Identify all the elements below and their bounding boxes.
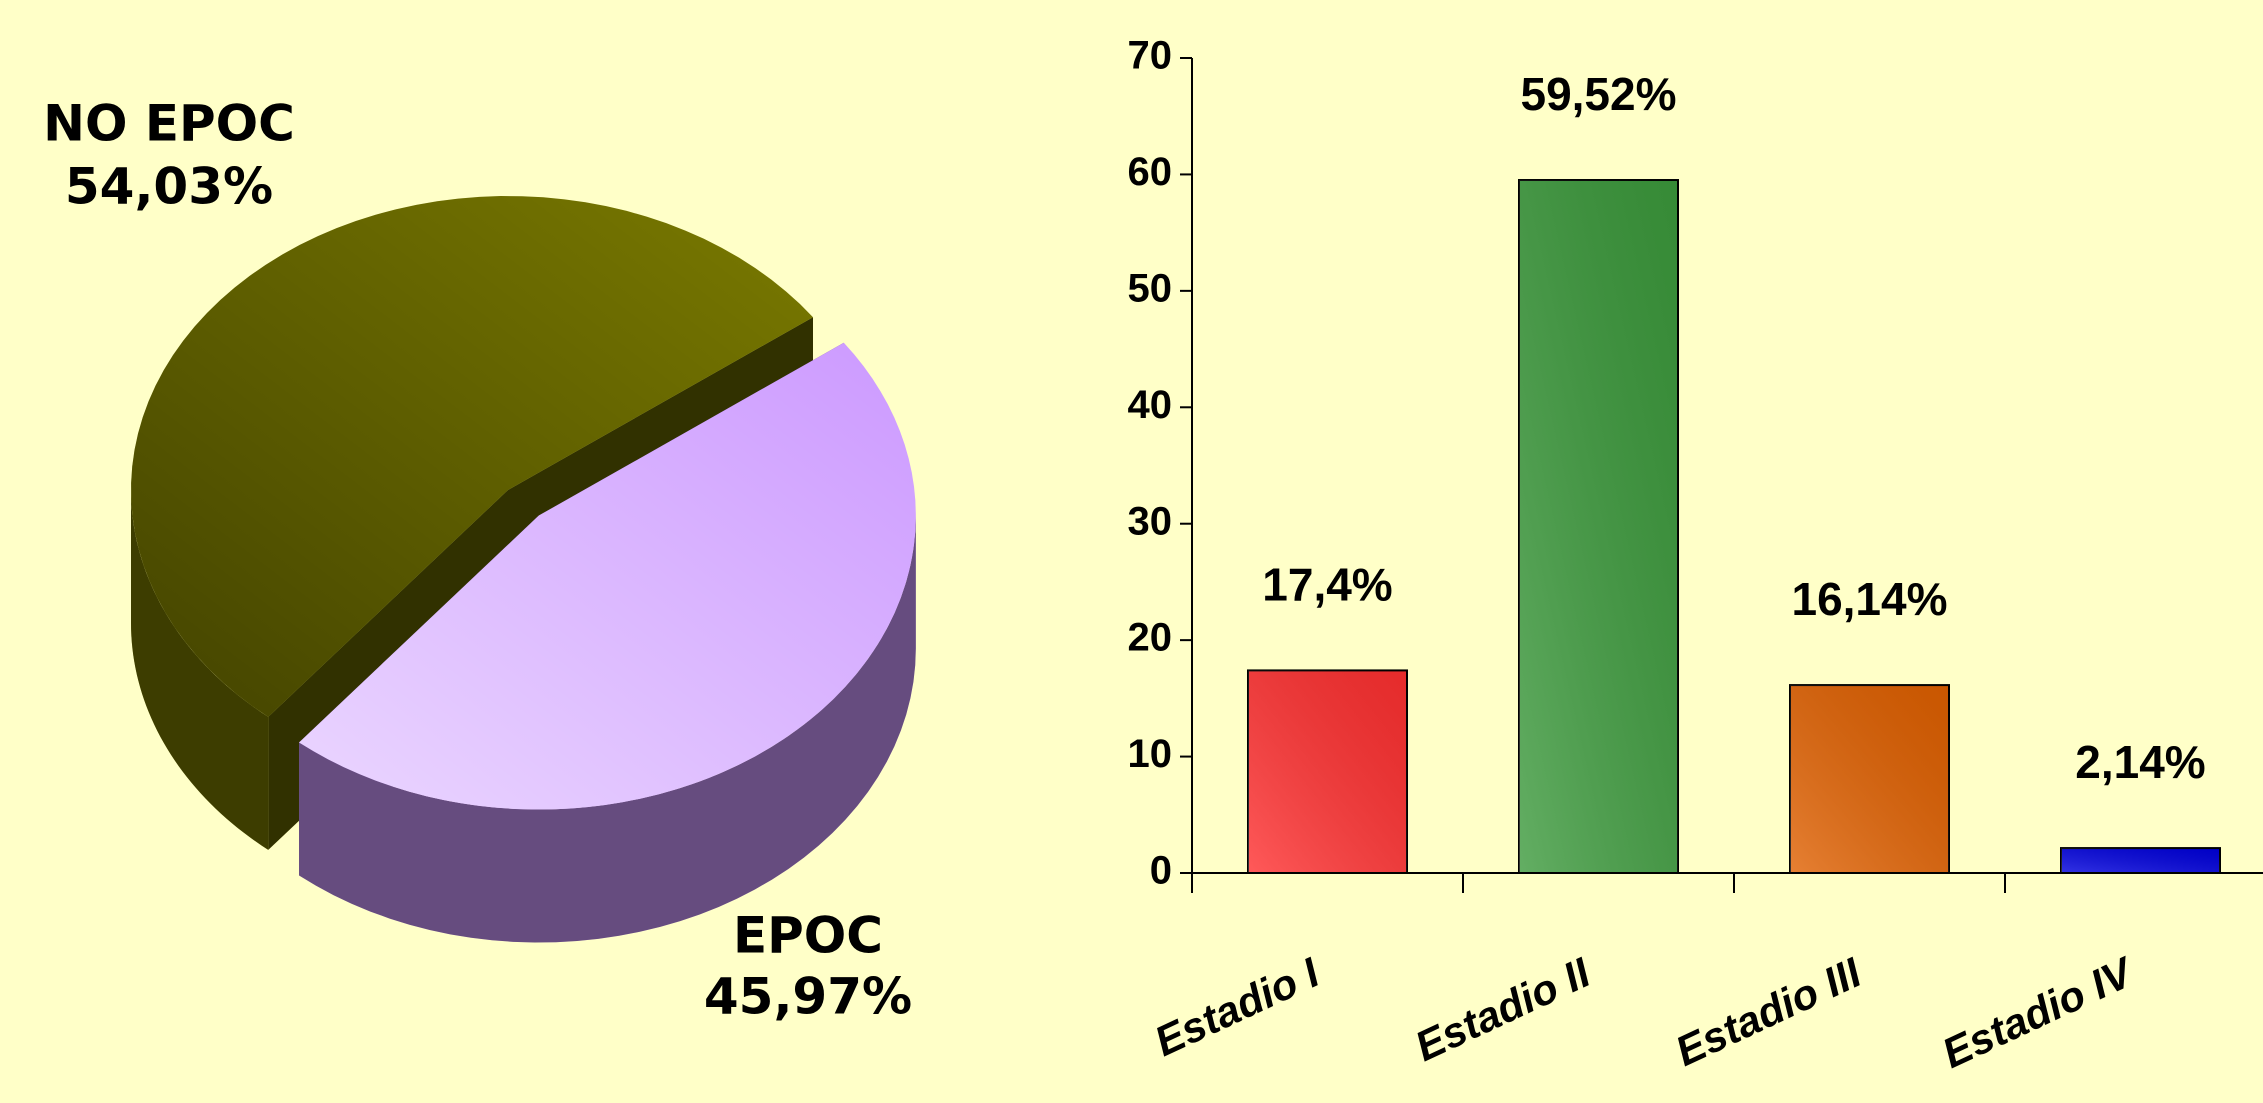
pie-slice-shade — [131, 196, 813, 717]
bar-shade — [1790, 685, 1949, 873]
pie-slice-shade — [299, 342, 916, 810]
y-tick-label: 60 — [1128, 150, 1173, 194]
y-tick-label: 50 — [1128, 266, 1173, 310]
bar-value-label: 16,14% — [1791, 573, 1947, 625]
y-tick-label: 0 — [1150, 849, 1172, 893]
pie-slice — [299, 342, 916, 943]
x-tick-label: Estadio II — [1408, 948, 1598, 1070]
bar-value-label: 59,52% — [1520, 68, 1676, 120]
x-tick-label: Estadio III — [1668, 948, 1869, 1075]
pie-label-value: 45,97% — [704, 968, 912, 1026]
bar-value-label: 2,14% — [2075, 736, 2205, 788]
pie-label-value: 54,03% — [65, 158, 273, 216]
bar-shade — [2061, 848, 2220, 873]
x-tick-label: Estadio I — [1147, 948, 1327, 1065]
y-tick-label: 70 — [1128, 34, 1173, 78]
x-tick-label: Estadio IV — [1935, 947, 2142, 1077]
y-tick-label: 40 — [1128, 383, 1173, 427]
y-tick-label: 10 — [1128, 732, 1173, 776]
bar-shade — [1248, 670, 1407, 873]
pie-side — [299, 515, 916, 943]
y-tick-label: 30 — [1128, 499, 1173, 543]
bar-value-label: 17,4% — [1262, 559, 1392, 611]
bar-shade — [1519, 180, 1678, 873]
y-tick-label: 20 — [1128, 616, 1173, 660]
pie-side — [131, 490, 269, 850]
pie-label-name: NO EPOC — [43, 95, 295, 153]
pie-label-name: EPOC — [733, 907, 883, 965]
